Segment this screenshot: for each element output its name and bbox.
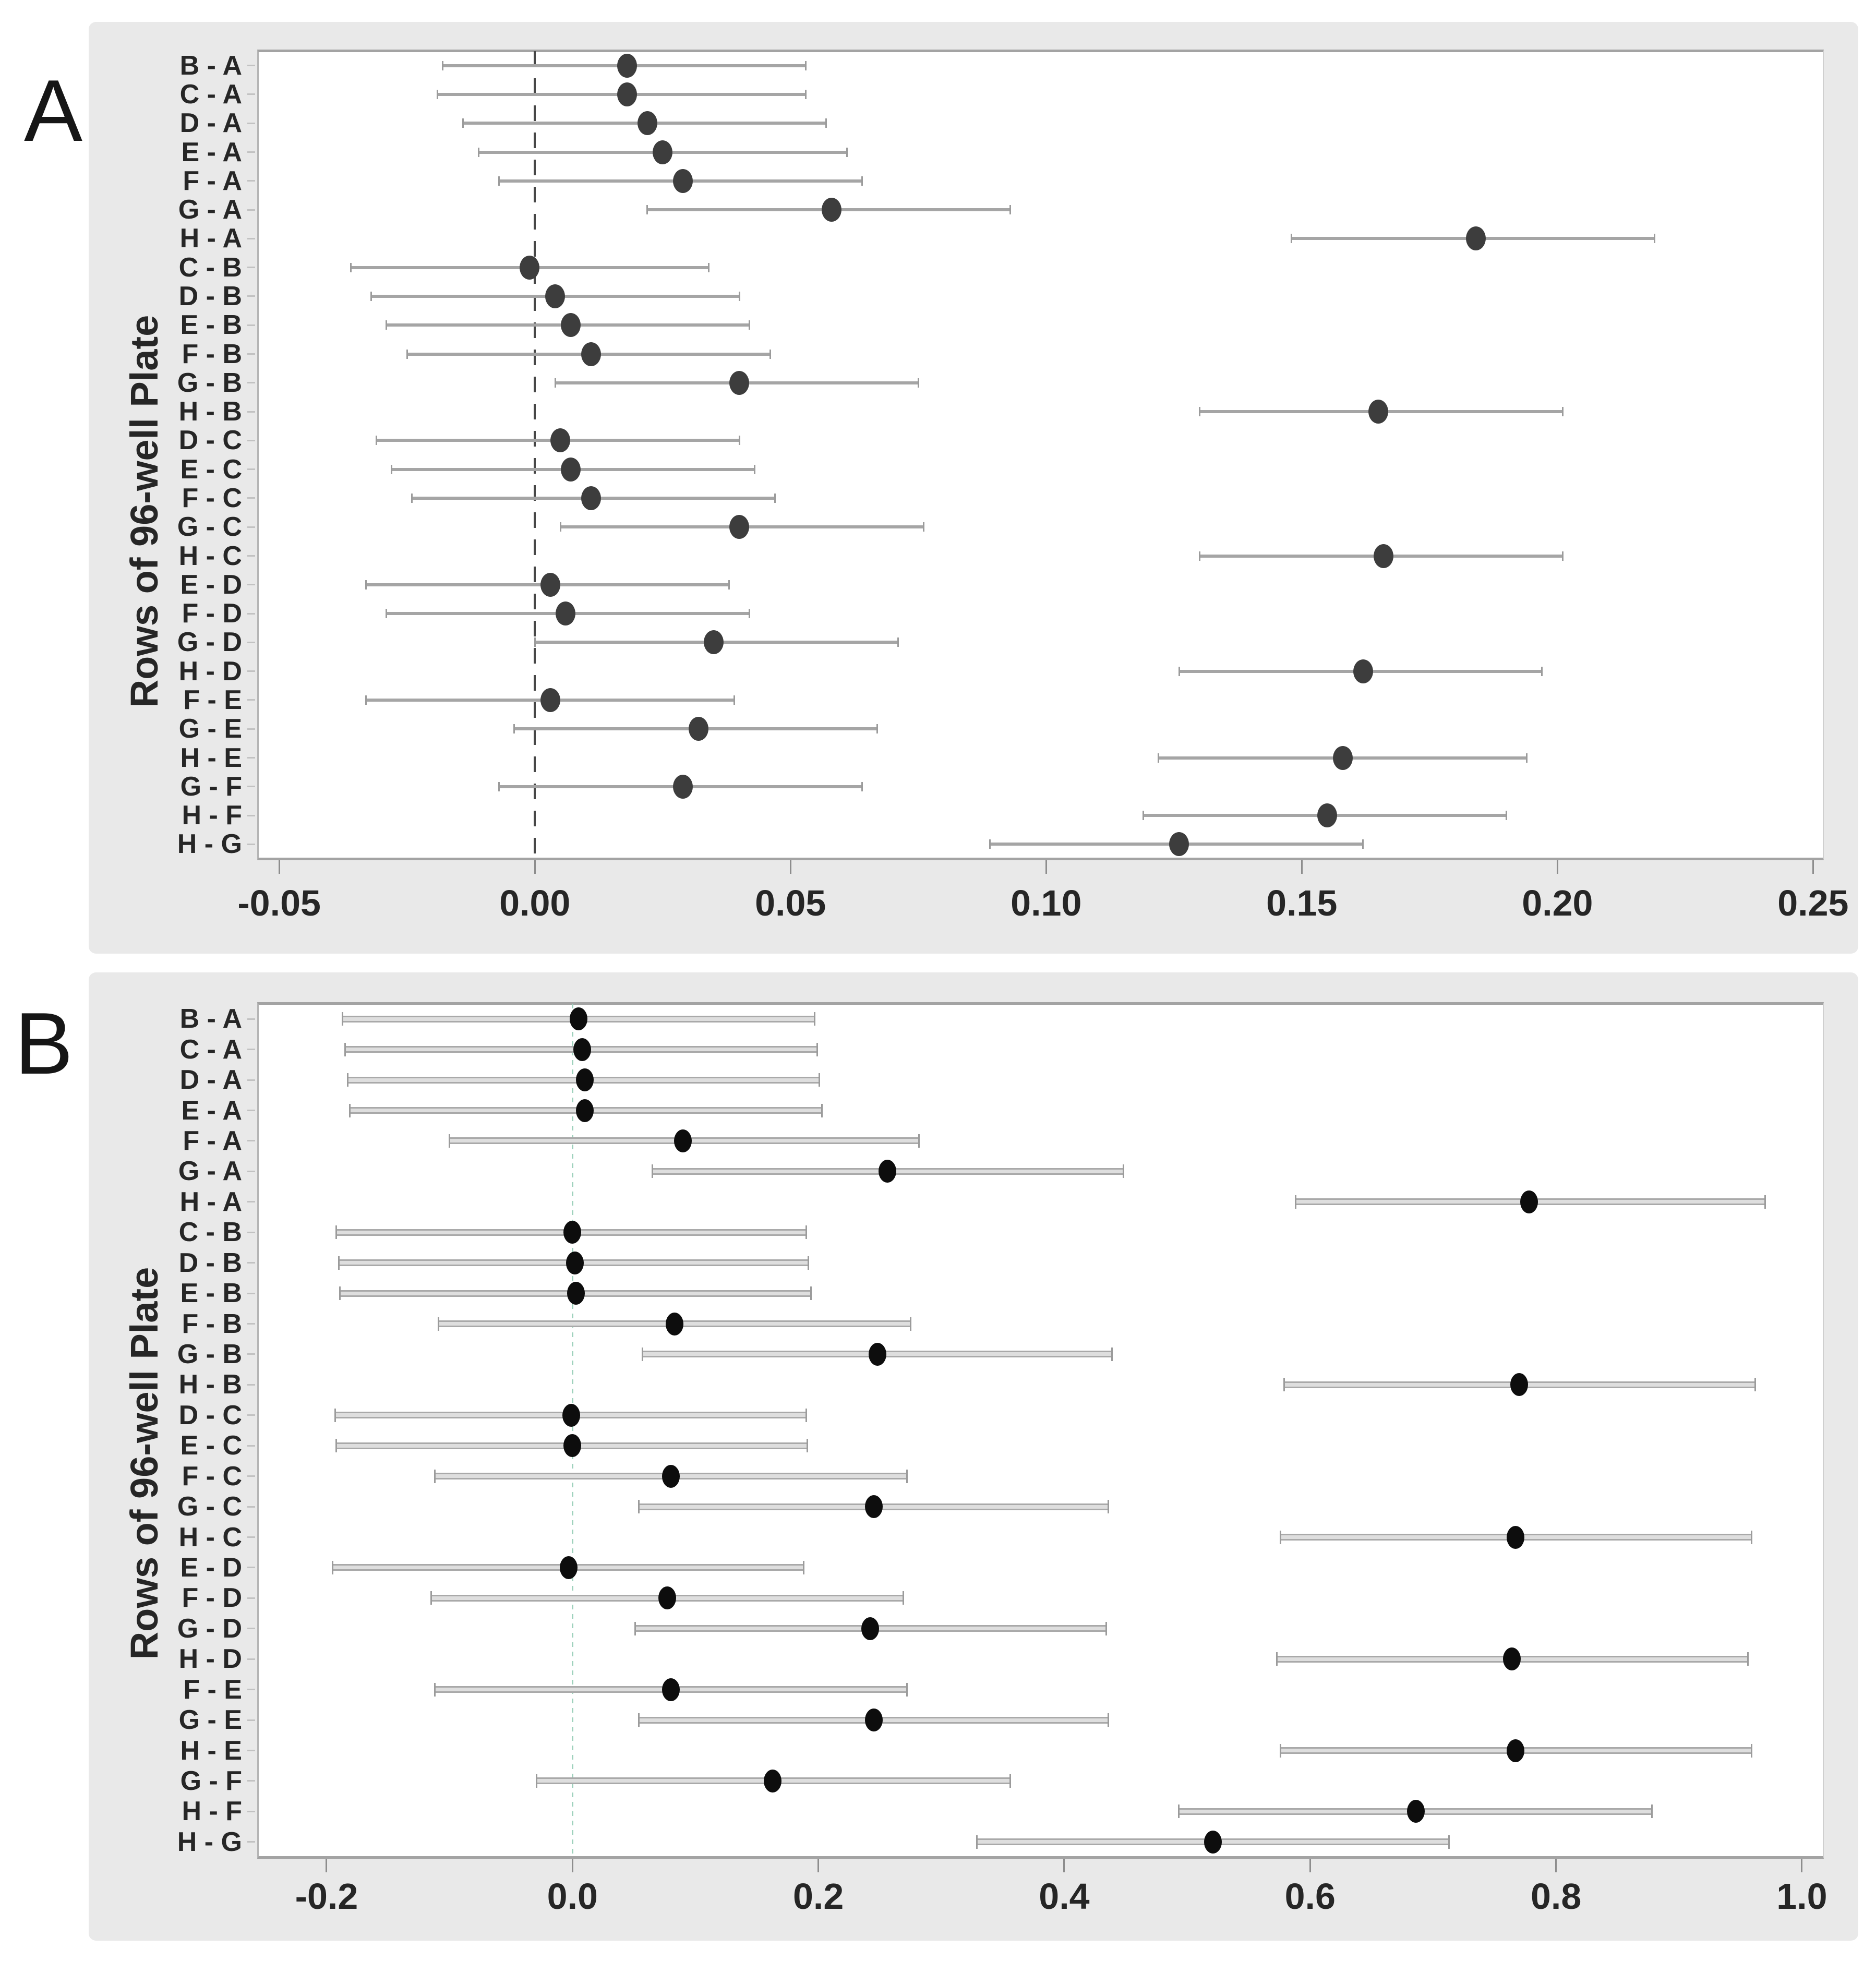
panel-a-plot-area: [257, 50, 1824, 860]
panel-b-y-axis-title: Rows of 96-well Plate: [123, 1267, 166, 1660]
panel-a-letter: A: [24, 62, 83, 160]
panel-b-letter: B: [15, 994, 74, 1092]
panel-b-plot-area: [257, 1002, 1824, 1859]
panel-a-y-axis-title: Rows of 96-well Plate: [123, 315, 166, 708]
